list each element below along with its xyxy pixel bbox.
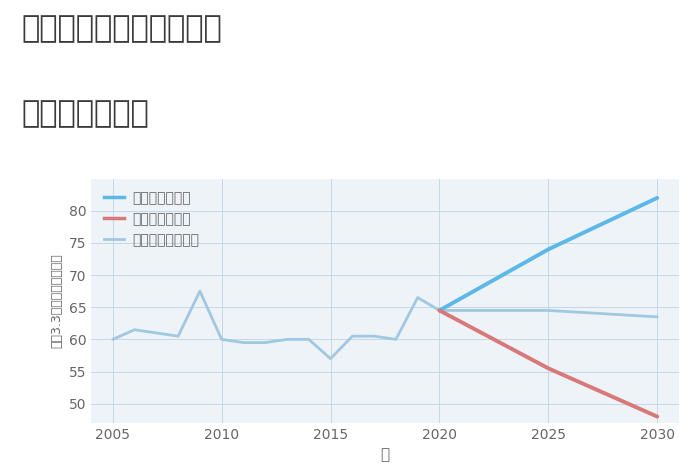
X-axis label: 年: 年 [380,447,390,462]
Legend: グッドシナリオ, バッドシナリオ, ノーマルシナリオ: グッドシナリオ, バッドシナリオ, ノーマルシナリオ [98,186,205,252]
Y-axis label: 坪（3.3㎡）単価（万円）: 坪（3.3㎡）単価（万円） [50,253,63,348]
Text: 土地の価格推移: 土地の価格推移 [21,99,148,128]
Text: 大阪府泉大津市池浦町の: 大阪府泉大津市池浦町の [21,14,222,43]
